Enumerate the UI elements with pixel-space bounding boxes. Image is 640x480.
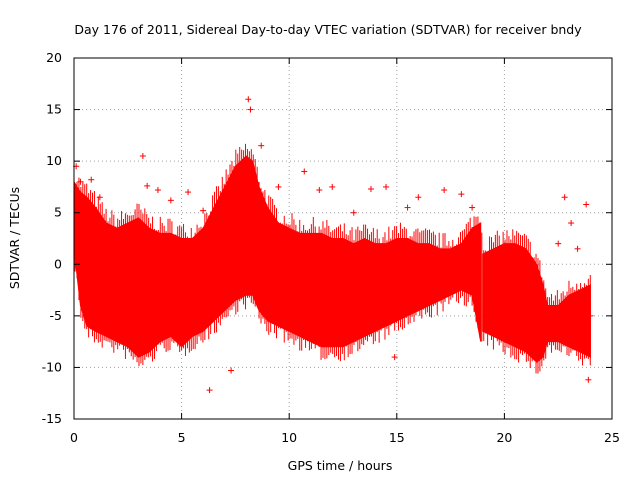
y-axis-label: SDTVAR / TECUs: [7, 187, 22, 289]
outlier-point: [96, 194, 103, 201]
y-tick-label: 10: [46, 153, 62, 168]
x-tick-label: 0: [70, 430, 78, 445]
y-tick-label: 20: [46, 50, 62, 65]
outlier-point: [367, 185, 374, 192]
outlier-point: [469, 204, 476, 211]
outlier-point: [144, 182, 151, 189]
outlier-point: [587, 312, 594, 319]
y-tick-label: 5: [54, 205, 62, 220]
outlier-point: [415, 194, 422, 201]
y-tick-label: -5: [50, 308, 62, 323]
y-tick-label: -15: [42, 411, 62, 426]
outlier-point: [441, 187, 448, 194]
x-tick-label: 5: [178, 430, 186, 445]
outlier-point: [561, 194, 568, 201]
plot-frame: [73, 57, 613, 420]
outlier-point: [585, 376, 592, 383]
outlier-point: [167, 197, 174, 204]
outlier-point: [350, 209, 357, 216]
outlier-point: [200, 207, 207, 214]
outlier-point: [404, 204, 411, 211]
outlier-point: [154, 187, 161, 194]
outlier-point: [88, 176, 95, 183]
x-tick-label: 25: [604, 430, 620, 445]
y-axis-tick-labels: -15 -10 -5 0 5 10 15 20: [42, 50, 62, 426]
outlier-point: [383, 183, 390, 190]
y-tick-label: 15: [46, 102, 62, 117]
x-axis-label: GPS time / hours: [288, 458, 393, 473]
x-axis-tick-labels: 0 5 10 15 20 25: [70, 430, 620, 445]
outlier-point: [139, 152, 146, 159]
outlier-point: [258, 142, 265, 149]
x-tick-label: 15: [389, 430, 405, 445]
outlier-point: [329, 183, 336, 190]
outlier-point: [247, 106, 254, 113]
outlier-point: [574, 245, 581, 252]
x-tick-label: 20: [496, 430, 512, 445]
axis-ticks: [73, 57, 613, 420]
outlier-point: [555, 240, 562, 247]
outlier-point: [185, 189, 192, 196]
outlier-point: [245, 96, 252, 103]
y-tick-label: 0: [54, 256, 62, 271]
outlier-point: [391, 354, 398, 361]
outlier-point: [458, 191, 465, 198]
outlier-point: [275, 183, 282, 190]
y-tick-label: -10: [42, 359, 62, 374]
outlier-point: [206, 387, 213, 394]
chart-title: Day 176 of 2011, Sidereal Day-to-day VTE…: [74, 22, 582, 37]
x-tick-label: 10: [281, 430, 297, 445]
outlier-point: [316, 187, 323, 194]
outlier-point: [77, 178, 84, 185]
outlier-point: [301, 168, 308, 175]
outlier-point: [228, 367, 235, 374]
outlier-point: [568, 220, 575, 227]
data-series-sdtvar: [73, 96, 594, 394]
outlier-point: [583, 201, 590, 208]
